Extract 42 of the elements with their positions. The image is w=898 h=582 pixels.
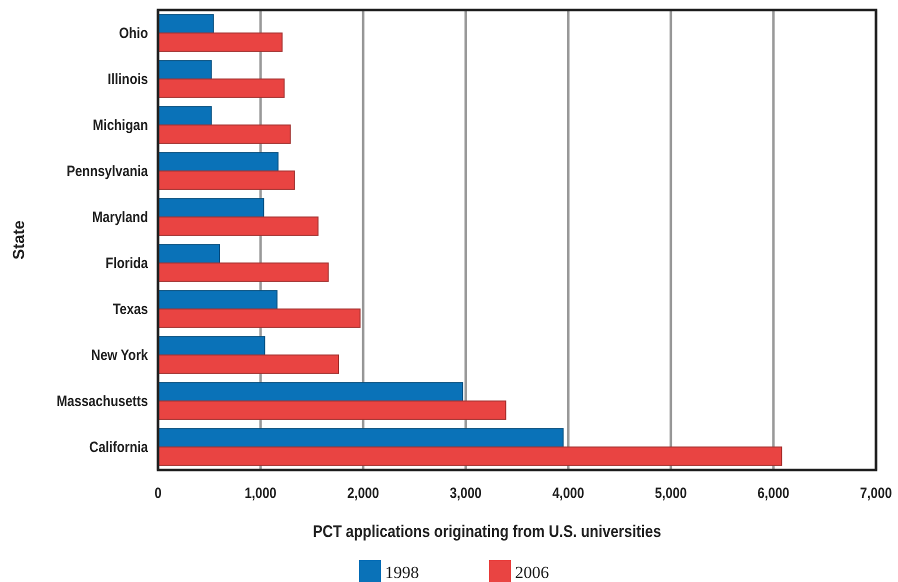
y-tick-label: Pennsylvania bbox=[66, 162, 148, 180]
bar bbox=[158, 354, 340, 374]
y-tick-label: Illinois bbox=[108, 70, 148, 88]
bar bbox=[158, 32, 283, 52]
bar bbox=[158, 262, 329, 282]
legend-label: 1998 bbox=[385, 563, 419, 582]
bar bbox=[158, 124, 291, 144]
bar bbox=[158, 78, 285, 98]
bar bbox=[158, 308, 361, 328]
y-tick-label: Ohio bbox=[118, 24, 148, 42]
x-axis-title: PCT applications originating from U.S. universities bbox=[312, 522, 662, 542]
legend-label: 2006 bbox=[515, 563, 549, 582]
x-tick-label: 7,000 bbox=[860, 484, 892, 502]
y-tick-label: California bbox=[89, 438, 148, 456]
bar bbox=[158, 14, 214, 34]
y-tick-label: Maryland bbox=[92, 208, 148, 226]
bar bbox=[158, 400, 506, 420]
y-tick-label: Florida bbox=[106, 254, 148, 272]
x-tick-label: 1,000 bbox=[244, 484, 277, 502]
y-tick-label: New York bbox=[91, 346, 148, 364]
x-tick-label: 2,000 bbox=[347, 484, 380, 502]
y-tick-label: Massachusetts bbox=[56, 392, 148, 410]
bar bbox=[158, 446, 782, 466]
bar bbox=[158, 428, 564, 448]
x-tick-label: 5,000 bbox=[654, 484, 688, 502]
bar bbox=[158, 382, 464, 402]
x-tick-label: 0 bbox=[154, 484, 162, 502]
y-tick-label: Michigan bbox=[92, 116, 148, 134]
bar bbox=[158, 244, 220, 264]
bar bbox=[158, 290, 278, 310]
x-tick-label: 4,000 bbox=[552, 484, 584, 502]
y-axis-title: State bbox=[11, 220, 28, 260]
bar bbox=[158, 106, 212, 126]
bar bbox=[158, 336, 266, 356]
bar bbox=[158, 60, 212, 80]
bar bbox=[158, 198, 264, 218]
bar bbox=[158, 216, 319, 236]
bar bbox=[158, 170, 295, 190]
y-tick-label: Texas bbox=[112, 300, 148, 318]
x-tick-label: 6,000 bbox=[757, 484, 790, 502]
x-tick-label: 3,000 bbox=[450, 484, 482, 502]
bar bbox=[158, 152, 279, 172]
